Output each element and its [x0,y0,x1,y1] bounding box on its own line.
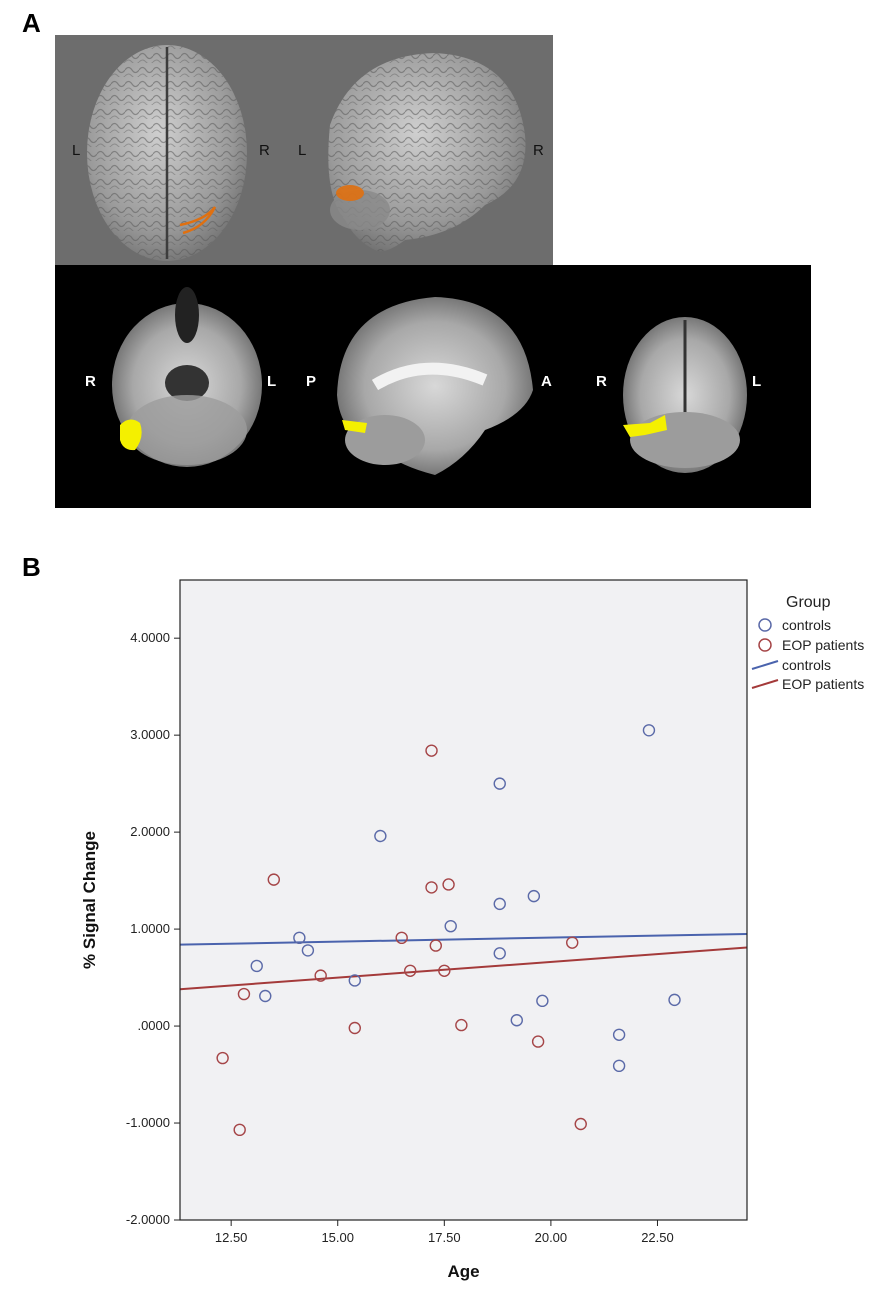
brain-render-panel: L R L R [55,35,553,265]
point-eop-patients [404,964,417,977]
y-tick-label: 2.0000 [130,824,170,839]
point-eop-patients [574,1117,587,1131]
point-eop-patients [348,1021,361,1035]
legend-line [751,660,779,670]
sagittal-slice [337,297,533,475]
coronal-slice [623,317,747,473]
legend-label: controls [782,617,831,633]
x-tick-label: 20.00 [535,1230,568,1245]
lateral-view-right-label: R [533,142,544,159]
fit-line-eop-patients [179,946,748,991]
point-eop-patients [216,1051,229,1065]
y-tick-label: 3.0000 [130,727,170,742]
x-tick-label: 22.50 [641,1230,674,1245]
axial-cluster [120,419,142,451]
y-axis: -2.0000 -1.0000 .0000 1.0000 2.0000 3.0000 4.0… [126,630,180,1227]
point-controls [612,1059,626,1073]
fit-line-controls [179,932,748,946]
legend-label: controls [782,657,831,673]
point-controls [510,1014,523,1027]
point-controls [293,931,306,945]
brain-slice-panel: R L P A R L [55,265,811,508]
point-eop-patients [455,1018,468,1032]
y-tick-label: .0000 [137,1018,170,1033]
fit-lines [179,932,748,991]
point-eop-patients [425,881,438,894]
lateral-view-left-label: L [298,142,306,159]
point-controls [612,1028,626,1041]
point-eop-patients [267,873,280,886]
point-controls [259,989,272,1003]
axial-slice [112,287,262,467]
legend-label: EOP patients [782,637,864,653]
top-view-left-label: L [72,142,80,159]
y-tick-label: -2.0000 [126,1212,170,1227]
x-axis: 12.50 15.00 17.50 20.00 22.50 [215,1220,674,1245]
coronal-left-label: L [752,373,761,390]
legend-line [751,679,779,689]
point-eop-patients [438,964,451,977]
lateral-view-brain [328,53,526,252]
sagittal-anterior-label: A [541,373,552,390]
legend-label: EOP patients [782,676,864,692]
y-tick-label: 1.0000 [130,921,170,936]
y-axis-label: % Signal Change [80,831,99,969]
point-controls [348,974,361,987]
x-tick-label: 12.50 [215,1230,248,1245]
point-controls [536,994,549,1008]
point-controls [374,829,387,843]
axial-left-label: L [267,373,276,390]
point-eop-patients [233,1123,246,1137]
plot-border [179,579,748,1221]
brain-slice-graphic: R L P A R L [85,287,761,475]
point-eop-patients [566,936,579,949]
scatter-chart: -2.0000 -1.0000 .0000 1.0000 2.0000 3.0000 4.0… [80,579,864,1281]
point-eop-patients [442,878,455,891]
plot-area [180,580,747,1220]
legend-marker [758,618,772,632]
point-controls [642,724,656,737]
panel-a-label: A [22,8,41,38]
point-controls [493,947,506,960]
top-view-right-label: R [259,142,270,159]
y-tick-label: -1.0000 [126,1115,170,1130]
point-eop-patients [531,1035,545,1048]
point-eop-patients [314,969,327,982]
coronal-cluster [623,415,667,437]
point-controls [444,919,457,933]
x-tick-label: 17.50 [428,1230,461,1245]
axial-right-label: R [85,373,96,390]
point-controls [527,889,541,903]
point-controls [493,897,506,911]
point-eop-patients [425,744,438,757]
legend-title: Group [786,594,831,611]
panel-b-label: B [22,552,41,582]
point-controls [250,959,263,973]
x-tick-label: 15.00 [321,1230,354,1245]
top-view-brain [87,45,247,261]
data-points [216,724,681,1137]
point-eop-patients [395,931,408,945]
x-axis-label: Age [447,1262,479,1281]
y-tick-label: 4.0000 [130,630,170,645]
point-eop-patients [429,939,442,952]
sagittal-posterior-label: P [306,373,316,390]
sagittal-cluster [342,420,367,433]
point-controls [668,993,681,1007]
legend-marker [758,638,772,652]
point-controls [301,944,315,957]
legend: Group controls EOP patients controls EOP pa… [751,594,864,692]
point-controls [493,777,506,790]
brain-render-graphic: L R L R [72,45,544,261]
coronal-right-label: R [596,373,607,390]
point-eop-patients [237,987,251,1001]
render-cluster-lateral [336,185,364,201]
render-cluster [179,206,217,235]
